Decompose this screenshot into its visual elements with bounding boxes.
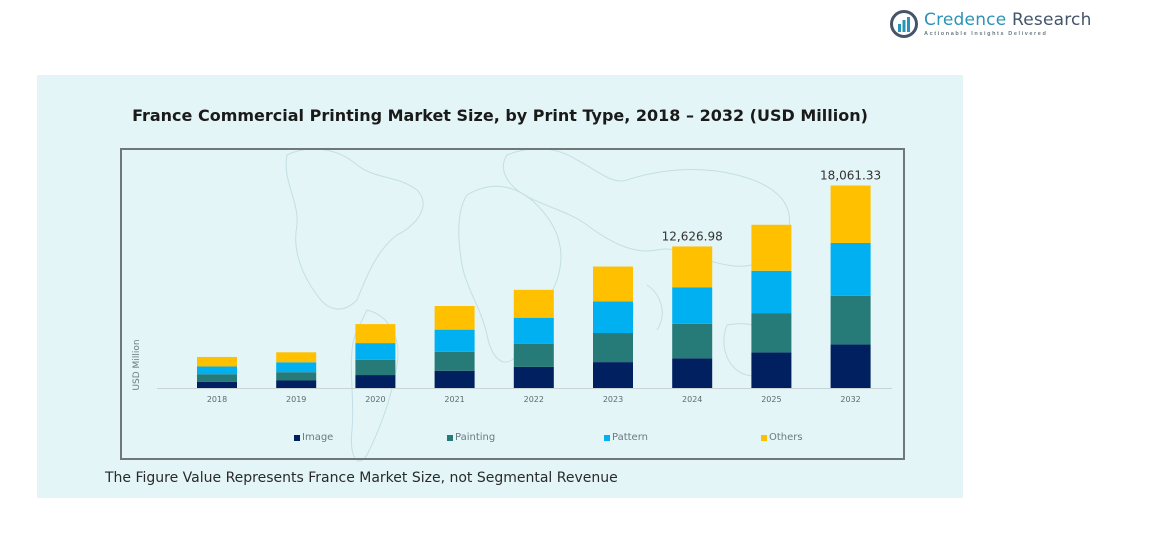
bar-segment-others-2032 [830,185,871,243]
logo-tagline: Actionable Insights Delivered [924,30,1048,37]
legend-item-painting: Painting [447,432,495,443]
legend-swatch-image [294,434,300,441]
bar-segment-pattern-2024 [672,287,713,324]
bar-segment-painting-2023 [593,333,633,363]
bar-segment-painting-2020 [355,359,396,376]
bar-segment-painting-2022 [513,343,554,367]
bar-segment-others-2020 [355,324,396,344]
bar-segment-pattern-2021 [434,329,475,352]
bar-segment-image-2024 [672,358,713,388]
legend-swatch-others [761,434,767,441]
bar-segment-image-2021 [434,370,475,388]
bar-segment-painting-2019 [276,372,317,381]
bar-segment-pattern-2022 [513,317,554,344]
x-tick-label-2020: 2020 [365,395,385,404]
x-tick-label-2021: 2021 [444,395,464,404]
bar-segment-others-2024 [672,246,713,288]
bar-segment-painting-2025 [751,313,792,353]
x-tick-label-2022: 2022 [524,395,544,404]
bar-segment-others-2023 [593,266,633,302]
logo-bar-chart-icon [890,10,918,38]
stacked-bar-chart: 2018 2019 2020 2021 2022 2023 2024 12,626.98 202… [157,169,892,404]
bar-segment-image-2018 [197,381,237,388]
bar-segment-image-2025 [751,352,792,388]
bar-segment-image-2019 [276,380,317,388]
x-tick-label-2024: 2024 [682,395,702,404]
bar-segment-others-2021 [434,305,475,330]
bar-segment-image-2023 [593,362,633,388]
chart-title: France Commercial Printing Market Size, … [132,106,868,125]
bar-segment-others-2019 [276,352,317,363]
bar-segment-painting-2024 [672,323,713,359]
bar-segment-pattern-2019 [276,362,317,373]
legend-label-painting: Painting [455,432,496,443]
x-tick-label-2025: 2025 [761,395,781,404]
credence-research-logo: Credence Research Actionable Insights De… [890,10,1092,38]
bar-segment-pattern-2032 [830,242,871,296]
data-label-2024: 12,626.98 [662,229,723,243]
legend-swatch-pattern [604,434,610,441]
chart-panel: France Commercial Printing Market Size, … [37,75,963,498]
bar-segment-painting-2018 [197,374,237,382]
bar-segment-others-2018 [197,356,237,367]
logo-name: Credence Research [924,9,1092,30]
bar-segment-pattern-2020 [355,343,396,360]
bar-segment-image-2032 [830,344,871,388]
bar-segment-others-2022 [513,289,554,318]
x-tick-label-2023: 2023 [603,395,623,404]
legend-label-others: Others [769,432,803,443]
bar-segment-image-2022 [513,366,554,388]
x-tick-label-2032: 2032 [840,395,860,404]
bar-segment-painting-2032 [830,295,871,345]
legend-label-pattern: Pattern [612,432,648,443]
bar-segment-pattern-2025 [751,270,792,314]
footnote: The Figure Value Represents France Marke… [105,470,618,486]
chart-frame [120,148,905,460]
chart-legend: Image Painting Pattern Others [37,432,963,446]
legend-item-others: Others [761,432,803,443]
x-tick-label-2018: 2018 [207,395,227,404]
legend-item-image: Image [294,432,333,443]
bar-segment-painting-2021 [434,351,475,371]
bar-segment-others-2025 [751,224,792,271]
bar-segment-image-2020 [355,375,396,388]
bar-segment-pattern-2018 [197,366,237,375]
bar-segment-pattern-2023 [593,301,633,334]
data-label-2032: 18,061.33 [820,169,881,183]
legend-label-image: Image [302,432,334,443]
legend-item-pattern: Pattern [604,432,648,443]
x-tick-label-2019: 2019 [286,395,306,404]
legend-swatch-painting [447,434,453,441]
